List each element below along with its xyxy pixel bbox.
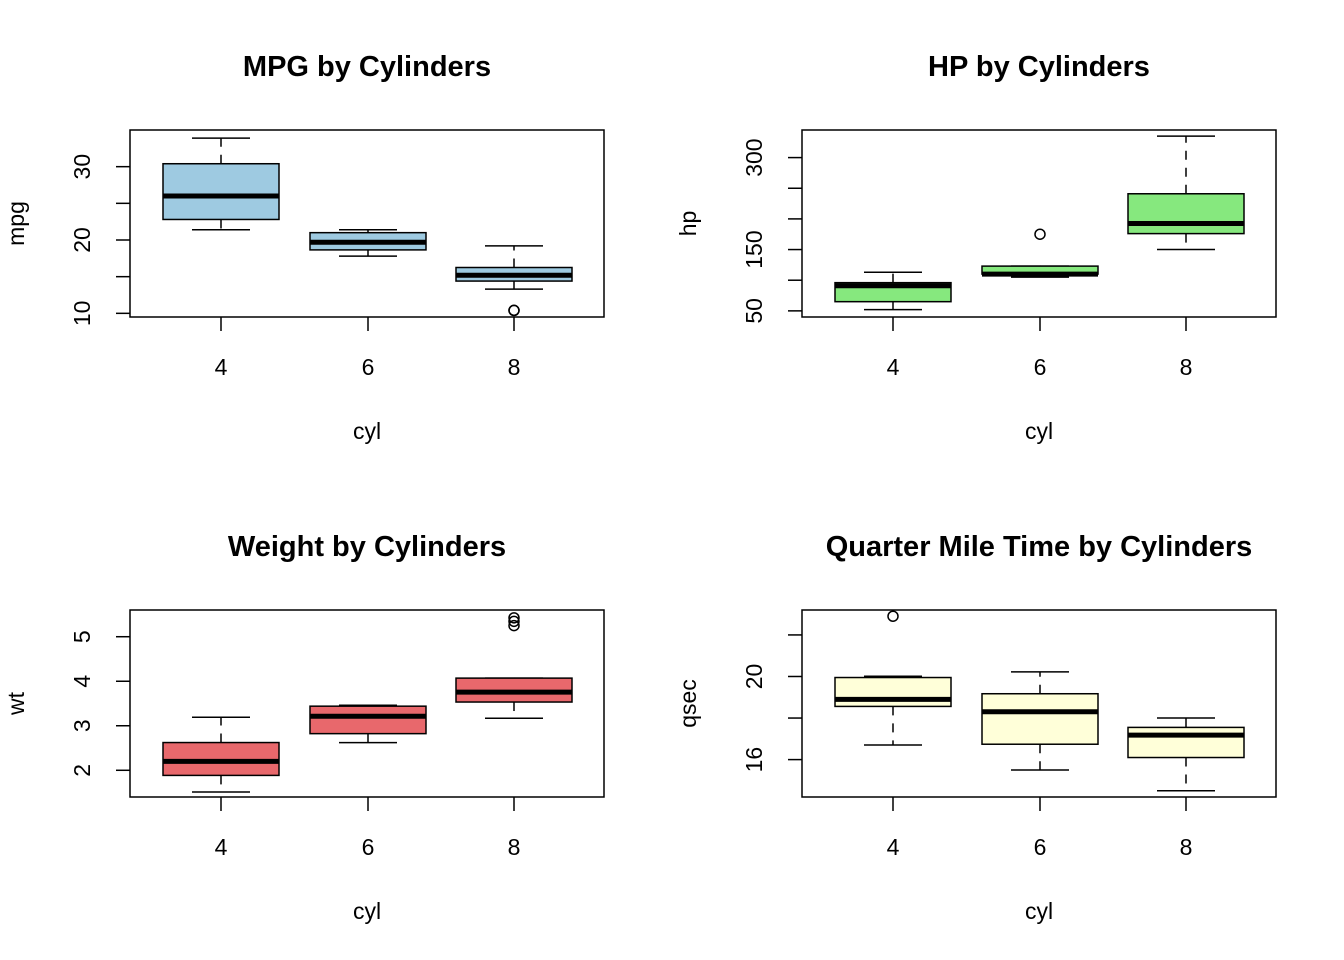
chart-title: MPG by Cylinders (243, 51, 491, 83)
box-iqr (1127, 726, 1245, 759)
chart-title: HP by Cylinders (928, 51, 1150, 83)
box-6 (309, 228, 427, 257)
box-iqr (1127, 193, 1245, 235)
box-4 (834, 271, 952, 311)
outlier-point (508, 612, 520, 624)
box-4 (834, 610, 952, 746)
y-axis-label: wt (3, 691, 29, 716)
y-tick-label: 30 (69, 154, 95, 180)
outlier-point (887, 610, 899, 622)
box-4 (162, 716, 280, 793)
y-tick-label: 2 (69, 764, 95, 777)
y-tick-label: 10 (69, 301, 95, 327)
chart-panel: Quarter Mile Time by Cylinders cyl qsec 16 2… (675, 531, 1277, 924)
outlier-point (1034, 228, 1046, 240)
box-6 (309, 704, 427, 744)
plot-frame (129, 129, 605, 318)
y-tick-label: 300 (741, 138, 767, 176)
y-tick-label: 150 (741, 230, 767, 268)
box-8 (1127, 135, 1245, 251)
box-iqr (162, 162, 280, 221)
y-axis-label: mpg (3, 201, 29, 246)
chart-panel: HP by Cylinders cyl hp 50 150 300 4 6 8 (675, 51, 1277, 444)
chart-title: Quarter Mile Time by Cylinders (826, 531, 1253, 563)
box-6 (981, 671, 1099, 771)
outlier-point (508, 304, 520, 317)
outlier-point (508, 615, 520, 628)
x-tick-label: 4 (215, 834, 228, 860)
x-tick-label: 6 (362, 354, 375, 380)
box-iqr (981, 692, 1099, 745)
x-axis-label: cyl (1025, 898, 1053, 924)
box-iqr (309, 705, 427, 735)
outlier-point (508, 619, 520, 632)
plot-frame (801, 129, 1277, 318)
x-tick-label: 6 (362, 834, 375, 860)
x-tick-label: 4 (887, 834, 900, 860)
x-tick-label: 4 (887, 354, 900, 380)
x-axis-label: cyl (353, 898, 381, 924)
chart-panel: MPG by Cylinders cyl mpg 10 20 30 4 6 8 (3, 51, 605, 444)
x-tick-label: 8 (1180, 354, 1193, 380)
plot-frame (801, 609, 1277, 798)
box-8 (455, 612, 573, 719)
box-6 (981, 228, 1099, 278)
y-tick-label: 5 (69, 630, 95, 643)
y-tick-label: 50 (741, 298, 767, 324)
y-tick-label: 20 (69, 227, 95, 253)
x-tick-label: 8 (508, 834, 521, 860)
x-tick-label: 6 (1034, 354, 1047, 380)
x-tick-label: 4 (215, 354, 228, 380)
box-iqr (834, 676, 952, 708)
box-8 (455, 245, 573, 317)
y-tick-label: 3 (69, 719, 95, 732)
y-tick-label: 20 (741, 664, 767, 690)
plot-frame (129, 609, 605, 798)
y-axis-label: qsec (675, 679, 701, 728)
x-tick-label: 8 (1180, 834, 1193, 860)
x-axis-label: cyl (1025, 418, 1053, 444)
chart-panel: Weight by Cylinders cyl wt 2 3 4 5 4 6 8 (3, 531, 605, 924)
box-4 (162, 137, 280, 231)
box-8 (1127, 717, 1245, 792)
x-axis-label: cyl (353, 418, 381, 444)
y-tick-label: 16 (741, 747, 767, 773)
y-tick-label: 4 (69, 675, 95, 688)
y-axis-label: hp (675, 211, 701, 237)
x-tick-label: 8 (508, 354, 521, 380)
x-tick-label: 6 (1034, 834, 1047, 860)
chart-title: Weight by Cylinders (228, 531, 506, 563)
